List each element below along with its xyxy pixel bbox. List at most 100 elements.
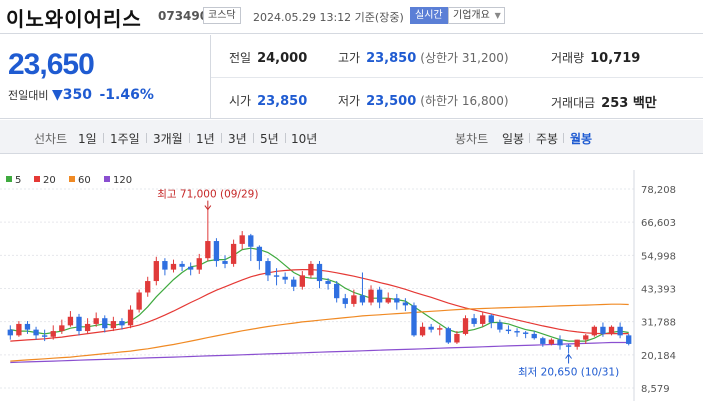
candle-body xyxy=(394,298,400,303)
candle-body xyxy=(41,335,48,337)
candle-body xyxy=(548,339,555,344)
low-annotation: 최저 20,650 (10/31) xyxy=(518,367,619,379)
candle-body xyxy=(565,345,572,347)
candle-body xyxy=(591,326,598,336)
candle-body xyxy=(376,289,383,303)
y-tick-label: 78,208 xyxy=(641,185,676,196)
title-bar: 이노와이어리스 073490 코스닥 2024.05.29 13:12 기준(장… xyxy=(0,0,703,34)
stock-name: 이노와이어리스 xyxy=(6,7,142,31)
candle-body xyxy=(222,261,228,264)
upper-limit: (상한가 31,200) xyxy=(420,51,509,65)
company-info-dropdown[interactable]: 기업개요 ▼ xyxy=(448,7,505,24)
legend-swatch xyxy=(104,176,110,182)
low-cell: 저가 23,500 (하한가 16,800) xyxy=(338,92,509,109)
quote-summary: 23,650 전일대비 ▼350 -1.46% 전일 24,000 고가 23,85… xyxy=(0,35,703,119)
current-price: 23,650 xyxy=(8,48,95,81)
candle-body xyxy=(540,338,546,344)
candle-body xyxy=(531,333,537,339)
candle-body xyxy=(514,331,520,333)
period-1d[interactable]: 1일 xyxy=(78,132,97,146)
candle-body xyxy=(359,295,366,303)
high-value: 23,850 xyxy=(366,51,417,66)
low-arrow-head xyxy=(565,353,572,359)
y-tick-label: 20,184 xyxy=(641,351,676,362)
period-separator xyxy=(189,133,190,143)
candle-body xyxy=(617,326,623,336)
candle-body xyxy=(419,326,426,336)
candle-body xyxy=(213,241,220,262)
period-monthly[interactable]: 월봉 xyxy=(570,132,593,146)
candle-body xyxy=(102,318,108,329)
chart-legend: 5 20 60 120 xyxy=(6,175,132,186)
change-label: 전일대비 xyxy=(8,89,49,102)
candle-body xyxy=(33,329,39,336)
candle-body xyxy=(205,241,211,259)
y-tick-label: 66,603 xyxy=(641,218,676,229)
candle-body xyxy=(230,243,237,264)
change-row: 전일대비 ▼350 -1.46% xyxy=(8,87,154,103)
candle-body xyxy=(351,295,357,304)
candle-chart-label: 봉차트 xyxy=(455,132,489,146)
candle-body xyxy=(505,329,512,332)
candle-body xyxy=(437,328,443,330)
candle-body xyxy=(385,298,391,303)
candle-body xyxy=(84,323,91,332)
legend-swatch xyxy=(34,176,40,182)
amount-label: 거래대금 xyxy=(551,96,596,110)
candle-body xyxy=(291,279,297,287)
candle-body xyxy=(608,326,615,334)
candle-body xyxy=(325,281,331,284)
change-value: 350 xyxy=(62,87,92,103)
candle-body xyxy=(522,332,529,334)
y-tick-label: 43,393 xyxy=(641,285,676,296)
candle-body xyxy=(256,246,263,262)
period-5y[interactable]: 5년 xyxy=(260,132,279,146)
period-separator xyxy=(103,133,104,143)
candle-body xyxy=(24,323,31,330)
candle-body xyxy=(445,328,451,343)
candle-body xyxy=(110,321,117,329)
candle-body xyxy=(557,339,563,346)
period-separator xyxy=(563,133,564,143)
candles xyxy=(7,209,632,354)
low-value: 23,500 xyxy=(366,94,417,109)
candle-body xyxy=(600,326,606,334)
candle-body xyxy=(574,339,580,347)
period-3m[interactable]: 3개월 xyxy=(153,132,183,146)
period-daily[interactable]: 일봉 xyxy=(502,132,525,146)
period-3y[interactable]: 3년 xyxy=(228,132,247,146)
change-percent: -1.46% xyxy=(99,87,154,103)
legend-label: 60 xyxy=(78,175,91,186)
candle-body xyxy=(136,292,142,310)
candle-body xyxy=(162,261,168,270)
candle-body xyxy=(626,335,632,344)
prev-close-cell: 전일 24,000 xyxy=(229,49,307,66)
period-separator xyxy=(221,133,222,143)
high-annotation: 최고 71,000 (09/29) xyxy=(157,189,258,201)
candle-body xyxy=(471,318,477,324)
amount-cell: 거래대금 253 백만 xyxy=(551,92,657,111)
chevron-down-icon: ▼ xyxy=(494,11,501,20)
candle-body xyxy=(16,323,22,336)
period-10y[interactable]: 10년 xyxy=(291,132,318,146)
y-tick-label: 54,998 xyxy=(641,251,676,262)
prev-close-value: 24,000 xyxy=(257,51,308,66)
candle-body xyxy=(316,263,323,282)
candle-body xyxy=(265,261,271,276)
market-badge: 코스닥 xyxy=(203,7,241,24)
realtime-button[interactable]: 실시간 xyxy=(410,7,448,24)
candle-body xyxy=(334,283,340,299)
low-label: 저가 xyxy=(338,94,361,108)
price-chart[interactable]: 5 20 60 120 78,208 66,603 54,998 43,393 31,788 2… xyxy=(0,170,703,401)
period-1y[interactable]: 1년 xyxy=(196,132,215,146)
ma-line-120 xyxy=(10,341,629,364)
period-separator xyxy=(253,133,254,143)
period-weekly[interactable]: 주봉 xyxy=(536,132,559,146)
candle-body xyxy=(368,289,374,303)
candle-body xyxy=(196,258,202,270)
candle-body xyxy=(454,333,460,343)
candle-body xyxy=(179,263,185,267)
period-1w[interactable]: 1주일 xyxy=(110,132,140,146)
summary-divider xyxy=(210,35,211,119)
candle-body xyxy=(583,335,589,340)
